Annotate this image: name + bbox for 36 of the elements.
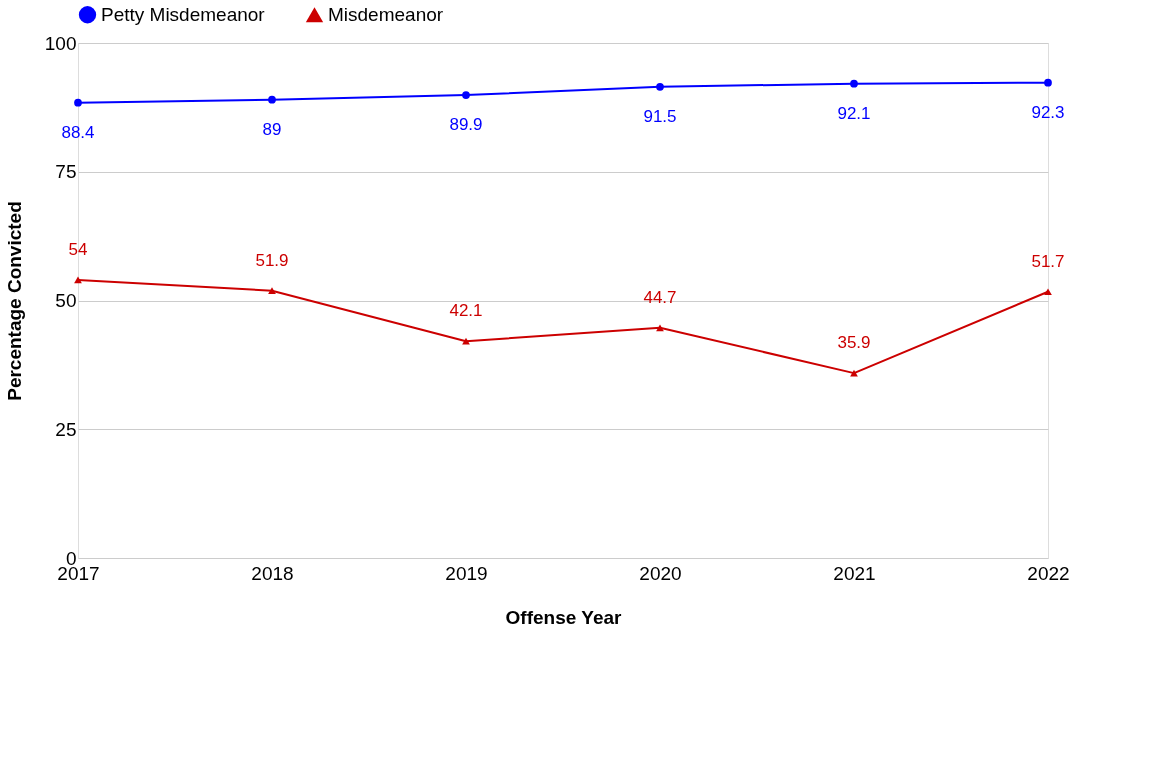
point [1044,78,1052,87]
data-label: 51.9 [255,250,289,270]
y-tick-label: 75 [55,161,77,183]
data-label: 92.1 [837,103,871,123]
point [656,324,664,332]
point [656,82,664,91]
data-label: 42.1 [449,301,483,321]
x-tick-label: 2020 [639,562,682,584]
data-label: 91.5 [643,106,677,126]
data-label: 89.9 [449,115,483,135]
data-label: 35.9 [837,333,871,353]
point [268,287,276,295]
point [1044,288,1052,296]
point [462,337,470,345]
x-tick-label: 2018 [251,562,294,584]
point [74,276,82,284]
point [850,79,858,88]
x-axis-title: Offense Year [505,606,623,628]
y-tick-label: 50 [55,290,77,311]
data-label: 89 [262,119,282,139]
y-tick-label: 25 [55,418,77,440]
y-axis-title: Percentage Convicted [3,201,25,401]
data-label: 44.7 [643,287,677,307]
x-tick-label: 2022 [1027,562,1070,584]
legend-label: Misdemeanor [328,3,444,25]
point [74,98,82,107]
data-label: 54 [68,239,88,259]
point [268,95,276,104]
data-label: 51.7 [1031,251,1065,271]
data-label: 92.3 [1031,102,1065,122]
data-label: 88.4 [61,122,95,142]
x-tick-label: 2019 [445,562,488,584]
x-tick-label: 2021 [833,562,876,584]
legend-label: Petty Misdemeanor [101,3,266,25]
y-tick-label: 100 [44,32,77,54]
point [462,91,470,99]
